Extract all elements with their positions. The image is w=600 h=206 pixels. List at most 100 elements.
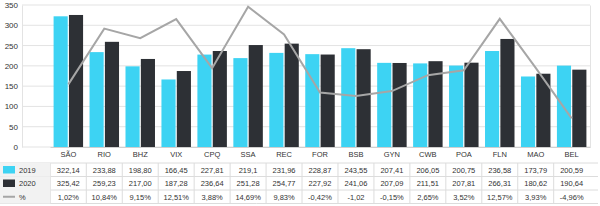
x-tick: GYN	[384, 147, 400, 159]
bar	[249, 45, 263, 147]
table-value: 9,83%	[273, 193, 295, 202]
x-tick-label: BHZ	[133, 150, 148, 159]
bar	[393, 63, 407, 147]
table-value: 3,88%	[202, 193, 224, 202]
x-tick-label: CWB	[419, 150, 437, 159]
x-tick: BEL	[565, 147, 579, 159]
y-tick: 350	[5, 1, 22, 10]
x-tick: CWB	[419, 147, 437, 159]
y-tick: 100	[5, 102, 22, 111]
table-value: 187,28	[165, 179, 188, 188]
table-value: 236,58	[488, 166, 511, 175]
x-tick-label: REC	[276, 150, 292, 159]
legend-swatch	[3, 166, 15, 174]
table-value: 259,23	[93, 179, 116, 188]
table-rule	[0, 190, 598, 191]
bar	[449, 66, 463, 147]
x-tick-label: RIO	[98, 150, 112, 159]
x-tick: REC	[276, 147, 292, 159]
x-axis: SÃORIOBHZVIXCPQSSARECFORBSBGYNCWBPOAFLNM…	[51, 147, 591, 159]
table-value: 206,05	[416, 166, 439, 175]
grid	[22, 5, 590, 147]
y-tick: 0	[14, 143, 22, 152]
y-tick-label: 300	[5, 21, 19, 30]
x-tick-label: MAO	[527, 150, 544, 159]
y-tick-label: 200	[5, 62, 19, 71]
table-value: 227,81	[201, 166, 224, 175]
bar	[161, 79, 175, 147]
table-divider	[553, 163, 554, 204]
table-value: 325,42	[57, 179, 80, 188]
table-value: 251,28	[237, 179, 260, 188]
table-rule	[0, 163, 598, 164]
bar	[105, 42, 119, 147]
y-tick: 300	[5, 21, 22, 30]
x-tick: MAO	[527, 147, 544, 159]
bar	[321, 55, 335, 147]
table-value: 266,31	[488, 179, 511, 188]
x-tick: BSB	[348, 147, 363, 159]
x-tick: FLN	[493, 147, 507, 159]
table-value: 9,15%	[130, 193, 152, 202]
table-value: 219,1	[239, 166, 258, 175]
legend-swatch	[3, 180, 15, 188]
table-value: 10,84%	[92, 193, 118, 202]
table-divider	[86, 163, 87, 204]
y-tick-label: 50	[9, 123, 18, 132]
table-divider	[481, 163, 482, 204]
bar	[233, 58, 247, 147]
y2-axis	[590, 6, 591, 148]
x-tick-label: POA	[456, 150, 472, 159]
y-tick-label: 350	[5, 1, 19, 10]
bar	[125, 66, 139, 147]
y-tick-label: 100	[5, 102, 19, 111]
y-axis: 0 50 100 150 200 250 300 350	[5, 1, 23, 152]
x-tick: POA	[456, 147, 472, 159]
table-value: 166,45	[165, 166, 188, 175]
x-tick-label: FOR	[312, 150, 328, 159]
table-value: 207,09	[380, 179, 403, 188]
table-value: -1,02	[347, 193, 364, 202]
table-value: 207,81	[452, 179, 475, 188]
bar	[90, 52, 104, 147]
bar	[485, 51, 499, 147]
y-tick: 250	[5, 42, 22, 51]
x-tick: SÃO	[60, 147, 76, 159]
table-value: 207,41	[380, 166, 403, 175]
table-header-cell	[0, 163, 50, 177]
x-tick-label: BSB	[348, 150, 363, 159]
table-divider	[158, 163, 159, 204]
bar	[54, 16, 68, 147]
bar	[521, 76, 535, 147]
bar	[572, 70, 586, 147]
table-value: 211,51	[417, 179, 439, 188]
table-divider	[302, 163, 303, 204]
x-axis-line	[51, 147, 591, 148]
table-value: 2,65%	[417, 193, 439, 202]
bar	[341, 48, 355, 147]
table-header-cell	[0, 190, 50, 204]
table-value: 3,52%	[453, 193, 475, 202]
table-value: 233,88	[93, 166, 116, 175]
table-value: 180,62	[524, 179, 547, 188]
table-value: 3,93%	[525, 193, 547, 202]
x-tick: RIO	[98, 147, 112, 159]
table-rule	[0, 176, 598, 177]
y-tick-label: 150	[5, 82, 19, 91]
bar	[197, 55, 211, 147]
table-value: -0,15%	[380, 193, 404, 202]
bar	[285, 44, 299, 147]
table-value: 227,92	[309, 179, 332, 188]
table-divider	[122, 163, 123, 204]
table-value: 1,02%	[58, 193, 80, 202]
table-value: 12,57%	[487, 193, 513, 202]
table-value: 200,75	[452, 166, 475, 175]
y-tick: 150	[5, 82, 22, 91]
legend-label: 2019	[19, 166, 36, 175]
table-value: 228,87	[309, 166, 332, 175]
x-tick: CPQ	[204, 147, 220, 159]
grid-line	[22, 5, 590, 6]
bar	[141, 59, 155, 147]
x-tick: BHZ	[133, 147, 148, 159]
x-tick: SSA	[241, 147, 256, 159]
